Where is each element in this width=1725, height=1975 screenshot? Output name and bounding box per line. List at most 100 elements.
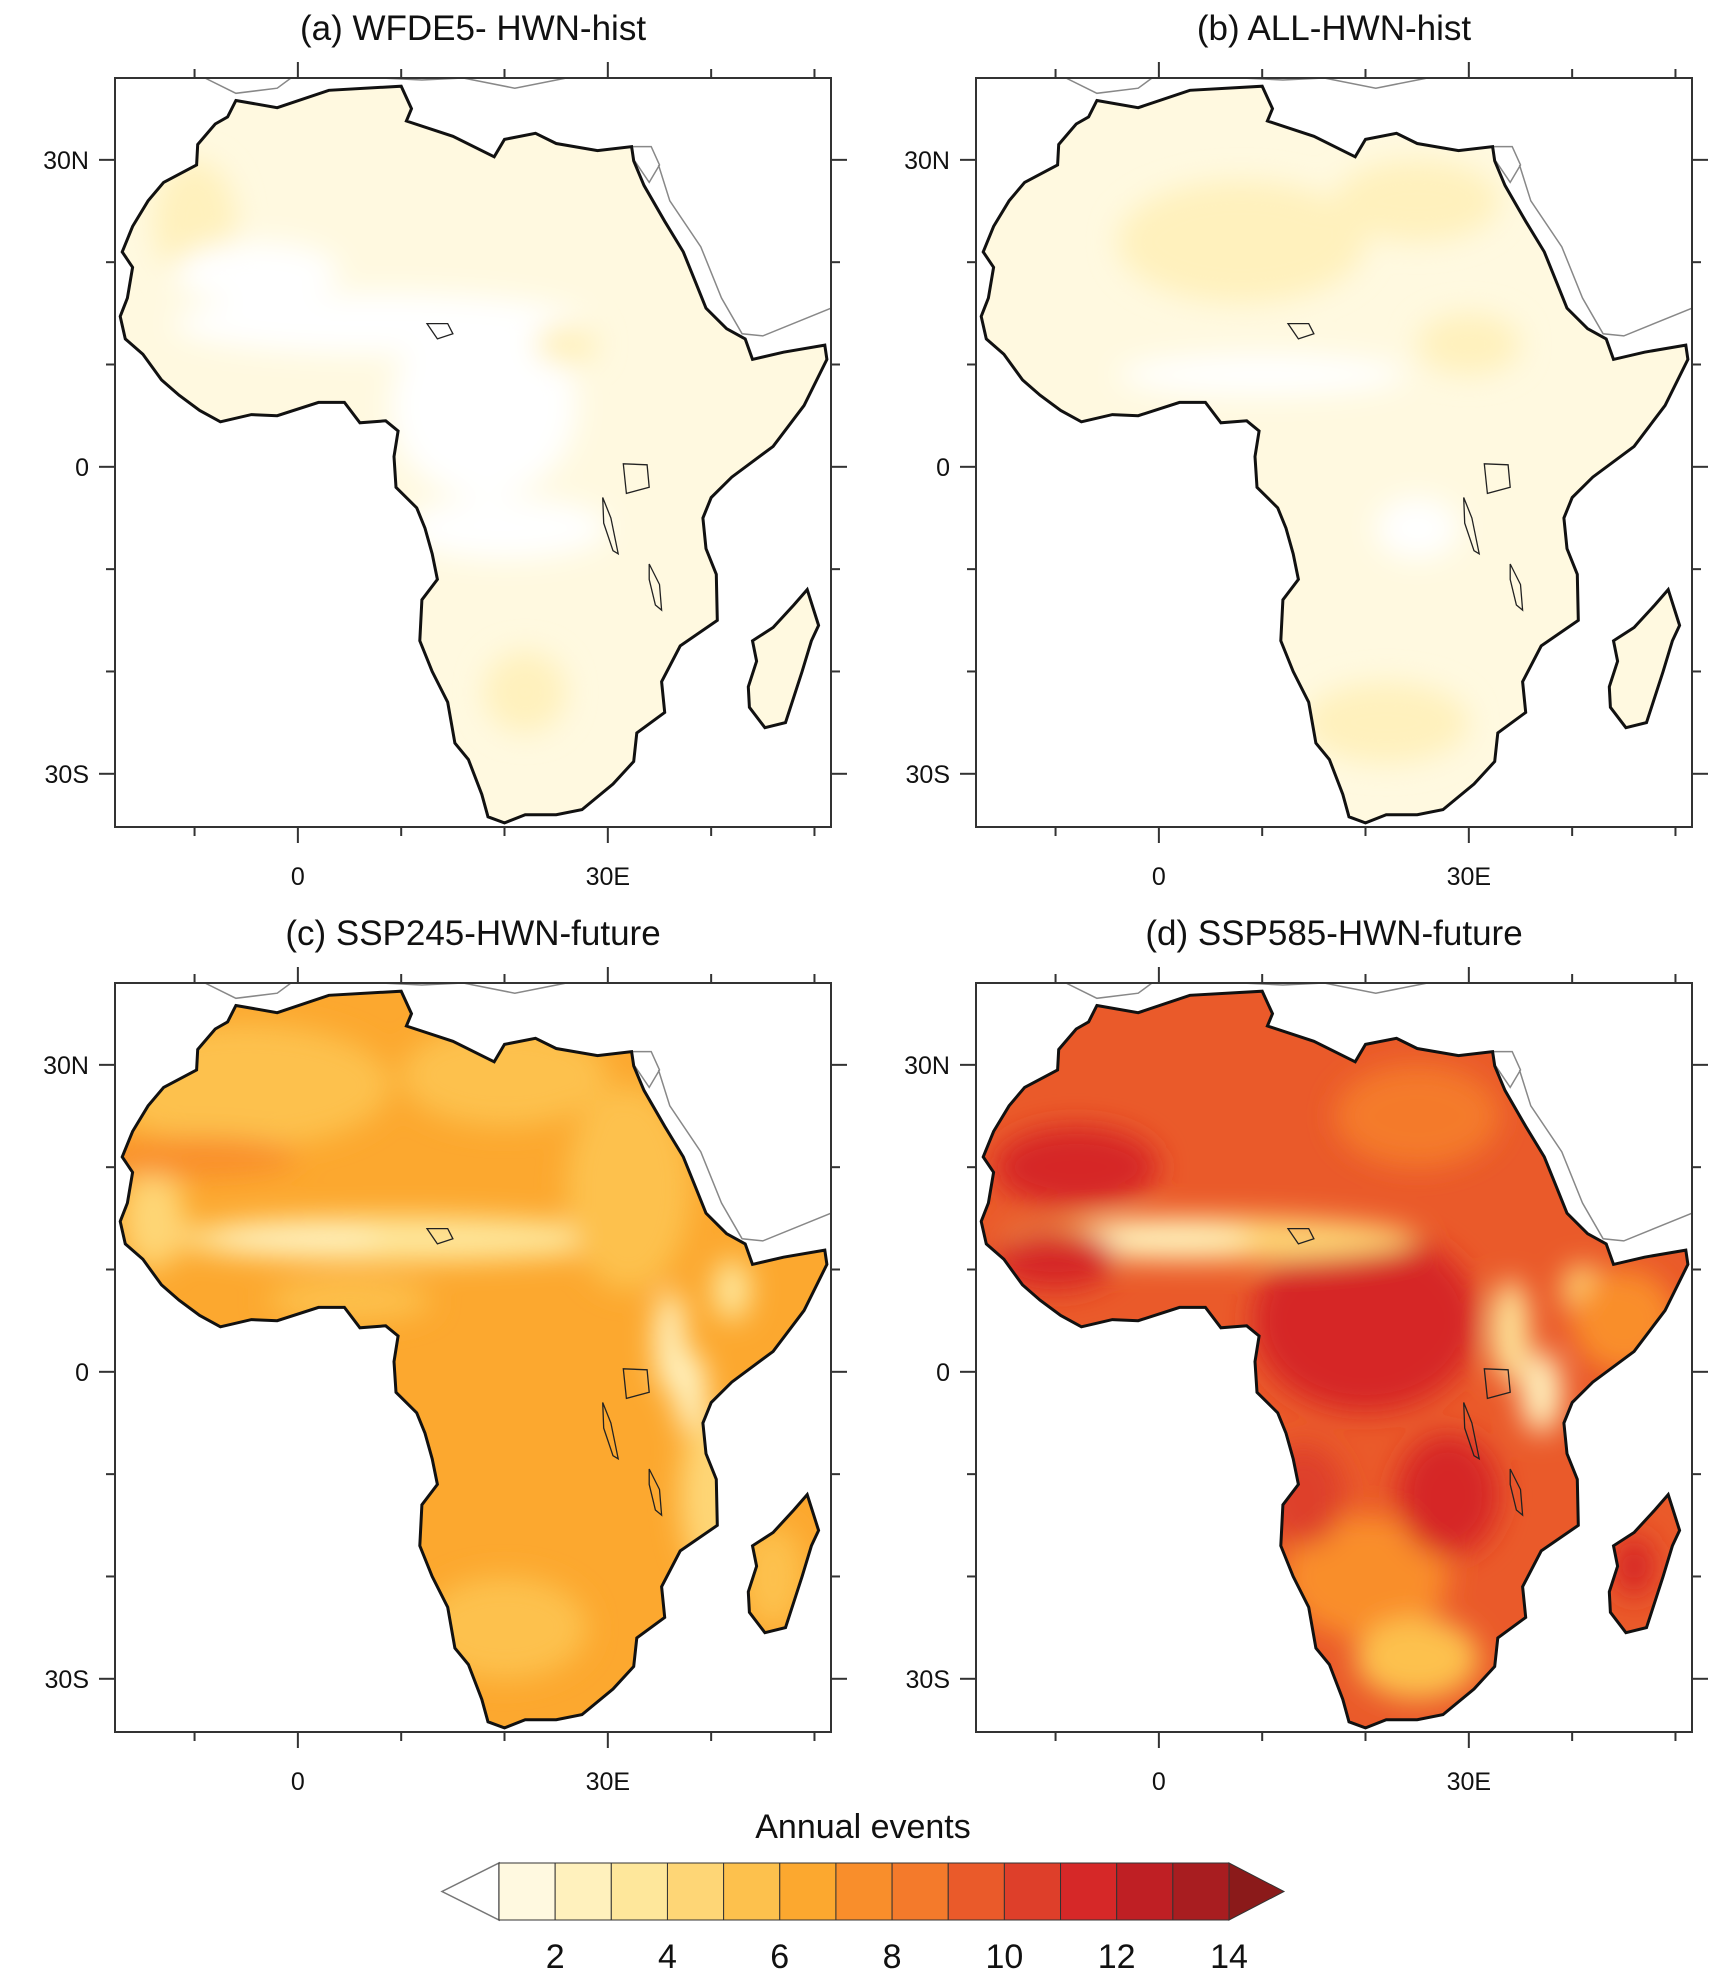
field-region (1355, 1617, 1480, 1700)
lake-outline (602, 497, 620, 556)
colorbar-below-triangle (440, 1861, 500, 1922)
field-region (120, 1023, 391, 1147)
field-region (390, 313, 577, 498)
map-frame (114, 77, 832, 828)
colorbar-label: 2 (546, 1938, 565, 1975)
panel-title: (c) SSP245-HWN-future (285, 914, 660, 953)
map-panels: (a) WFDE5- HWN-hist 30N 0 30S 0 30E (b) ALL-HW… (43, 9, 1708, 1796)
africa-coastline (979, 84, 1690, 825)
colorbar-above-triangle (1228, 1862, 1286, 1921)
lake-outline (1286, 1227, 1315, 1245)
lat-label: 30N (43, 147, 89, 175)
lake-outline (1483, 463, 1511, 495)
lon-label: 0 (1152, 863, 1166, 891)
field-region (122, 1167, 185, 1270)
coastline-other (1518, 1069, 1692, 1242)
map-frame (114, 982, 832, 1733)
coastline-other (1065, 983, 1428, 1000)
lon-label: 30E (1447, 863, 1491, 891)
coastline-other (204, 78, 567, 95)
lake-outline (1463, 497, 1481, 556)
field-region (1491, 1279, 1529, 1383)
colorbar-box (498, 1862, 556, 1921)
panel-title: (a) WFDE5- HWN-hist (300, 9, 646, 48)
field-region (680, 1412, 743, 1577)
madagascar-coastline (746, 586, 821, 730)
africa-coastline (118, 989, 829, 1730)
field-region (1334, 159, 1500, 242)
lat-label: 30S (45, 1666, 89, 1694)
field-region (483, 651, 567, 733)
lat-label: 30N (904, 147, 950, 175)
map-frame (975, 982, 1693, 1733)
field-region (173, 241, 340, 304)
lake-outline (1286, 322, 1315, 340)
colorbar-title: Annual events (755, 1808, 971, 1846)
lat-label: 30N (43, 1052, 89, 1080)
map-panel-a: (a) WFDE5- HWN-hist 30N 0 30S 0 30E (43, 9, 847, 891)
field-region (1065, 1222, 1252, 1256)
colorbar-box (666, 1862, 725, 1921)
field-region (421, 1576, 588, 1679)
lake-outline (425, 322, 454, 340)
field-region (1251, 1228, 1480, 1413)
lon-label: 0 (291, 863, 305, 891)
coastline-other (1065, 78, 1428, 95)
field-region (566, 1085, 691, 1290)
africa-coastline (118, 84, 829, 825)
lat-label: 0 (75, 454, 89, 482)
madagascar-coastline (746, 1491, 821, 1635)
africa-coastline (979, 989, 1690, 1730)
panel-title: (b) ALL-HWN-hist (1197, 9, 1471, 48)
field-region (1334, 1064, 1500, 1168)
field-region (654, 1289, 686, 1393)
field-region (713, 1259, 751, 1321)
colorbar-label: 14 (1210, 1938, 1248, 1975)
field-region (673, 1351, 708, 1434)
madagascar-coastline (1607, 1491, 1682, 1635)
lake-outline (1483, 1368, 1511, 1400)
coastline-other (657, 164, 831, 337)
colorbar-box (947, 1862, 1005, 1921)
hwn-field (120, 86, 827, 823)
field-region (120, 1136, 298, 1178)
coastline-other (204, 983, 567, 1000)
colorbar-box (554, 1862, 612, 1921)
colorbar-box (1116, 1862, 1174, 1921)
colorbar-box (610, 1862, 668, 1921)
colorbar-box (1172, 1862, 1230, 1921)
lat-label: 30S (906, 1666, 950, 1694)
lat-label: 0 (936, 1359, 950, 1387)
coastline-other (657, 1069, 831, 1242)
field-region (1613, 1535, 1655, 1597)
field-region (1282, 1515, 1449, 1638)
coastline-other (1518, 164, 1692, 337)
field-region (1262, 1443, 1345, 1546)
coastline-other (631, 145, 661, 184)
colorbar-box (779, 1862, 837, 1921)
colorbar-box (835, 1862, 893, 1921)
lon-label: 0 (291, 1768, 305, 1796)
lake-outline (1509, 563, 1524, 612)
field-region (401, 1023, 608, 1127)
colorbar-box (1060, 1862, 1118, 1921)
field-region (1572, 1269, 1676, 1372)
field-region (1117, 180, 1366, 304)
field-region (401, 497, 608, 559)
map-frame (975, 77, 1693, 828)
field-region (1417, 313, 1521, 375)
lat-label: 30S (906, 761, 950, 789)
map-panel-c: (c) SSP245-HWN-future 30N 0 30S 0 30E (43, 914, 847, 1796)
hwn-field (120, 991, 827, 1728)
hwn-field (981, 991, 1688, 1728)
lat-label: 0 (75, 1359, 89, 1387)
field-region (742, 1525, 805, 1628)
colorbar-label: 12 (1098, 1938, 1136, 1975)
lake-outline (425, 1227, 454, 1245)
lake-outline (622, 1368, 650, 1400)
field-region (215, 1223, 381, 1255)
lon-label: 0 (1152, 1768, 1166, 1796)
map-panel-b: (b) ALL-HWN-hist 30N 0 30S 0 30E (904, 9, 1708, 891)
field-region (1520, 1351, 1562, 1434)
